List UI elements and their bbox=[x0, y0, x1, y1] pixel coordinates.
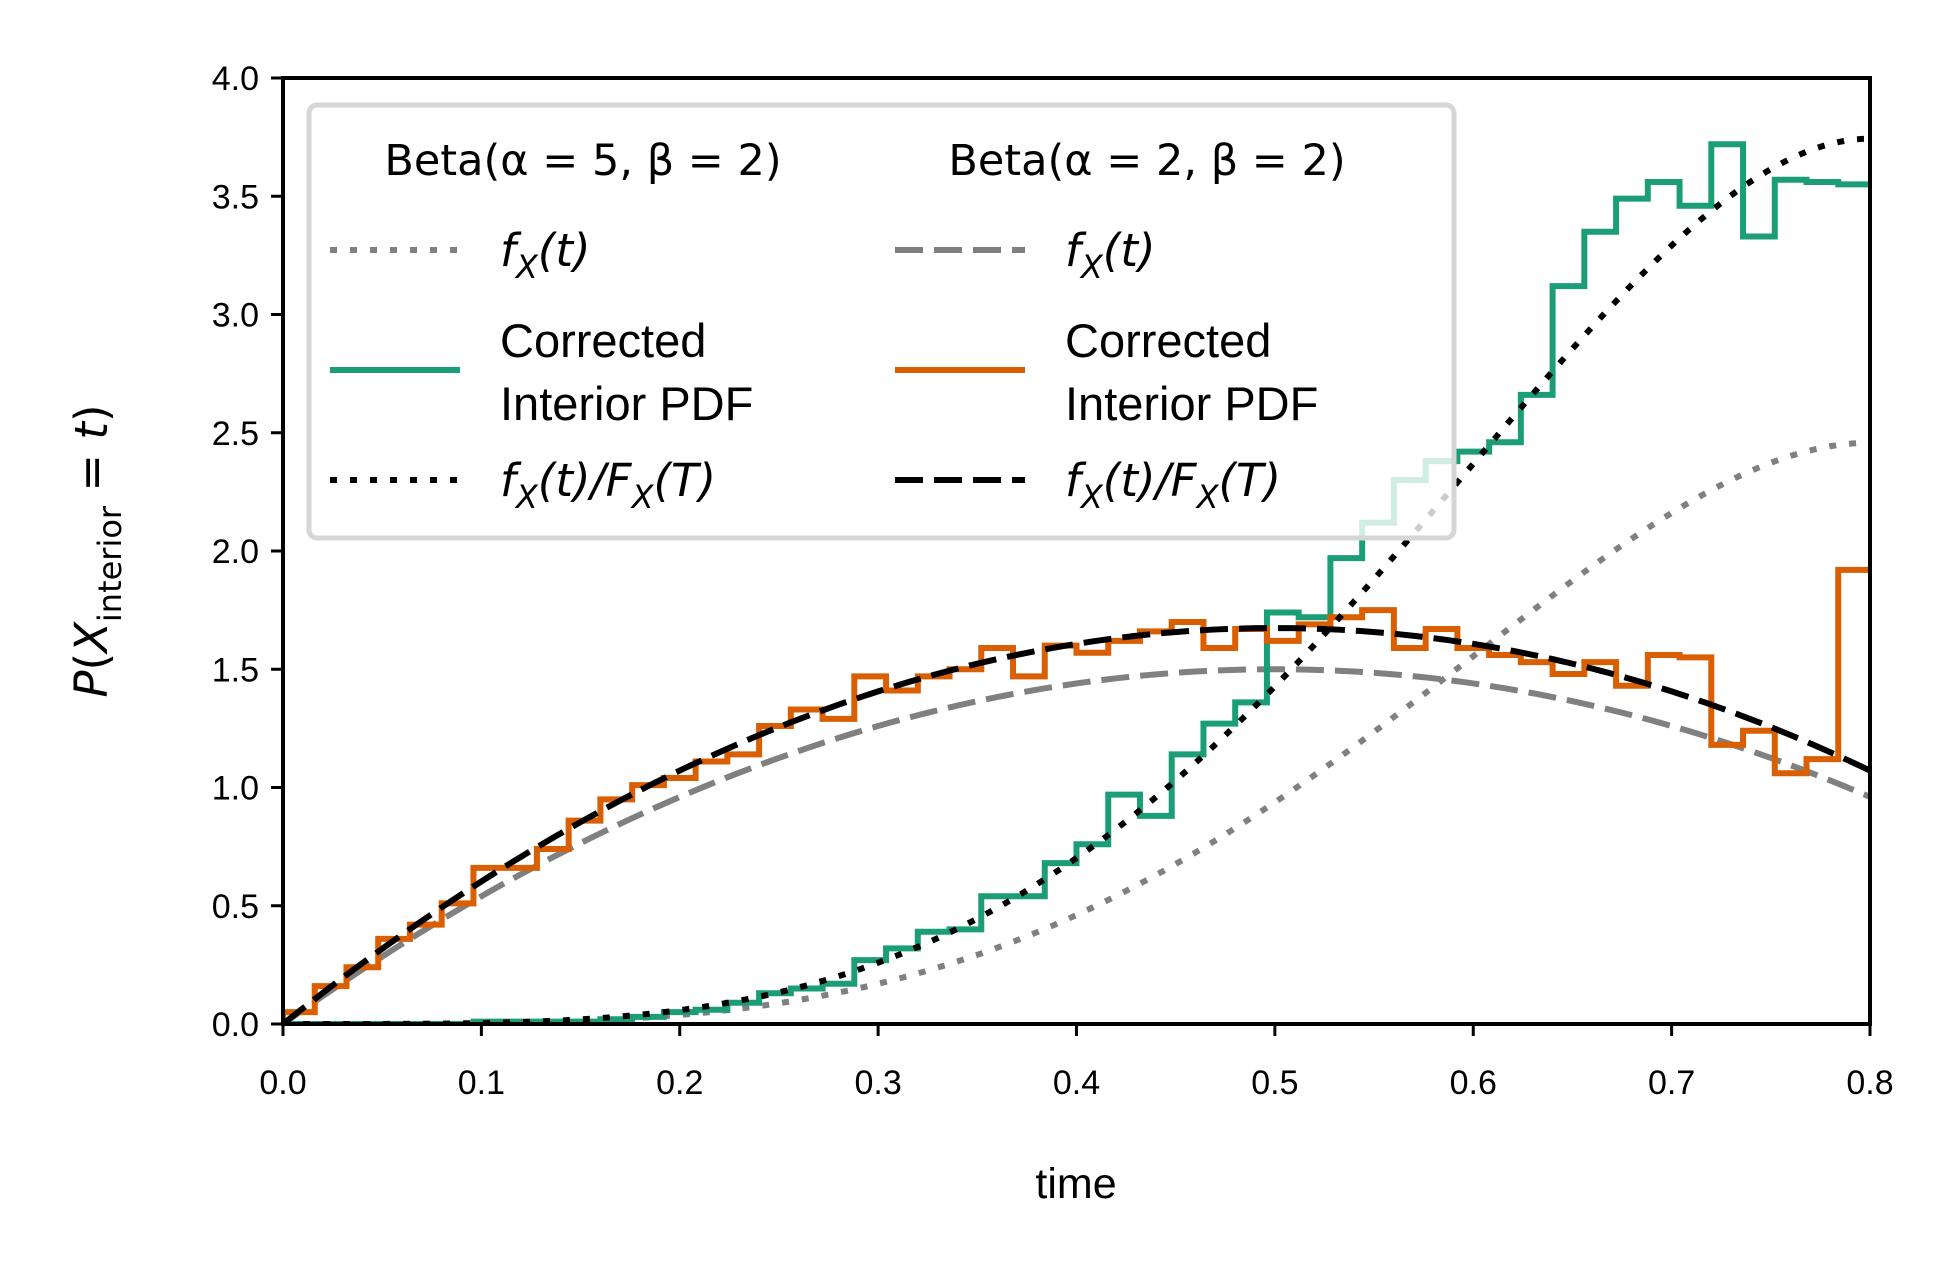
y-axis: 0.0 0.5 1.0 1.5 2.0 2.5 3.0 3.5 4.0 bbox=[212, 60, 283, 1044]
y-tick-label: 4.0 bbox=[212, 60, 259, 98]
legend-label: fX(t) bbox=[1065, 224, 1156, 286]
legend-label: fX(t) bbox=[500, 224, 591, 286]
x-tick-label: 0.2 bbox=[656, 1064, 703, 1102]
x-tick-label: 0.4 bbox=[1053, 1064, 1100, 1102]
legend-label: Corrected bbox=[500, 314, 706, 367]
legend-label: Interior PDF bbox=[500, 377, 753, 430]
x-tick-label: 0.6 bbox=[1450, 1064, 1497, 1102]
x-tick-label: 0.3 bbox=[854, 1064, 901, 1102]
x-tick-label: 0.5 bbox=[1251, 1064, 1298, 1102]
legend: Beta(α = 5, β = 2) fX(t) Corrected Interior… bbox=[306, 102, 1457, 541]
legend-title: Beta(α = 2, β = 2) bbox=[948, 136, 1345, 186]
x-axis: 0.0 0.1 0.2 0.3 0.4 0.5 0.6 0.7 0.8 bbox=[259, 1024, 1894, 1102]
y-tick-label: 3.0 bbox=[212, 297, 259, 335]
series-beta22_norm bbox=[283, 625, 1870, 1024]
legend-label: Interior PDF bbox=[1065, 377, 1318, 430]
x-tick-label: 0.8 bbox=[1846, 1064, 1893, 1102]
series-beta52_norm bbox=[283, 135, 1870, 1024]
y-tick-label: 1.0 bbox=[212, 770, 259, 808]
x-axis-label: time bbox=[1035, 1160, 1116, 1208]
x-tick-label: 0.7 bbox=[1648, 1064, 1695, 1102]
x-tick-label: 0.0 bbox=[259, 1064, 306, 1102]
legend-label: fX(t)/FX(T) bbox=[1065, 454, 1281, 516]
y-tick-label: 1.5 bbox=[212, 651, 259, 689]
series-beta22_hist bbox=[283, 566, 1870, 1024]
y-tick-label: 2.0 bbox=[212, 533, 259, 571]
series-beta22_pdf bbox=[283, 666, 1870, 1024]
x-tick-label: 0.1 bbox=[458, 1064, 505, 1102]
y-tick-label: 0.5 bbox=[212, 888, 259, 926]
legend-label: Corrected bbox=[1065, 314, 1271, 367]
y-tick-label: 2.5 bbox=[212, 415, 259, 453]
y-tick-label: 0.0 bbox=[212, 1006, 259, 1044]
series-beta52_hist bbox=[283, 141, 1870, 1024]
legend-frame bbox=[306, 102, 1457, 541]
legend-title: Beta(α = 5, β = 2) bbox=[384, 136, 781, 186]
y-axis-label: P(Xinterior = t) bbox=[65, 404, 129, 697]
y-tick-label: 3.5 bbox=[212, 178, 259, 216]
